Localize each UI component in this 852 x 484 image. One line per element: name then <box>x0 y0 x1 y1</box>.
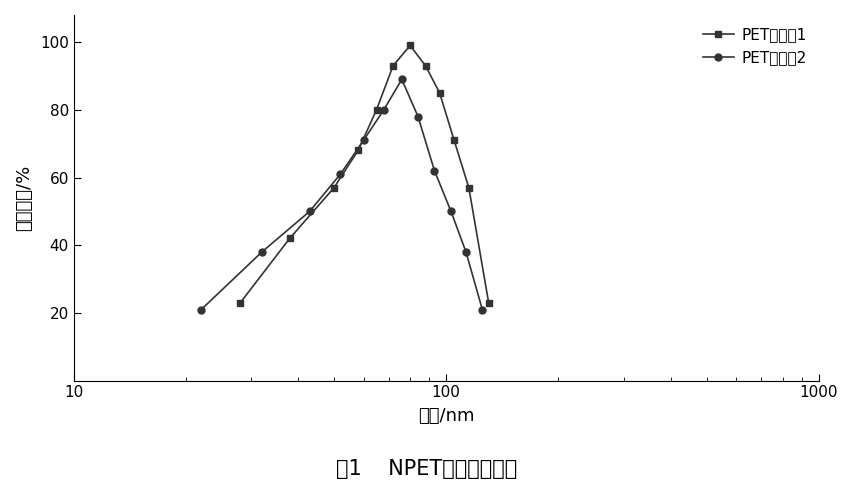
Line: PET悬浮涵2: PET悬浮涵2 <box>198 76 486 313</box>
PET悬浮涵1 <box>463 185 474 191</box>
PET悬浮涵1 <box>329 185 339 191</box>
Y-axis label: 粒径分布/%: 粒径分布/% <box>15 165 33 231</box>
PET悬浮涵2 <box>304 209 314 214</box>
PET悬浮涵2 <box>256 249 267 255</box>
PET悬浮涵1 <box>420 63 430 69</box>
PET悬浮涵1 <box>434 90 444 96</box>
PET悬浮涵2 <box>196 307 206 313</box>
PET悬浮涵2 <box>335 171 345 177</box>
PET悬浮涵2 <box>460 249 470 255</box>
PET悬浮涵2 <box>358 137 368 143</box>
PET悬浮涵1 <box>405 43 415 48</box>
PET悬浮涵1 <box>353 148 363 153</box>
Line: PET悬浮涵1: PET悬浮涵1 <box>237 42 492 306</box>
PET悬浮涵1 <box>483 300 493 306</box>
PET悬浮涵1 <box>448 137 458 143</box>
X-axis label: 直径/nm: 直径/nm <box>417 408 474 425</box>
PET悬浮涵2 <box>476 307 486 313</box>
PET悬浮涵1 <box>235 300 245 306</box>
Legend: PET悬浮涵1, PET悬浮涵2: PET悬浮涵1, PET悬浮涵2 <box>698 23 810 69</box>
PET悬浮涵1 <box>371 107 381 113</box>
PET悬浮涵1 <box>388 63 398 69</box>
PET悬浮涵2 <box>429 168 439 174</box>
PET悬浮涵2 <box>396 76 406 82</box>
Text: 图1    NPET的粒径分布图: 图1 NPET的粒径分布图 <box>336 459 516 479</box>
PET悬浮涵2 <box>378 107 389 113</box>
PET悬浮涵2 <box>446 209 456 214</box>
PET悬浮涵1 <box>285 236 295 242</box>
PET悬浮涵2 <box>412 114 423 120</box>
